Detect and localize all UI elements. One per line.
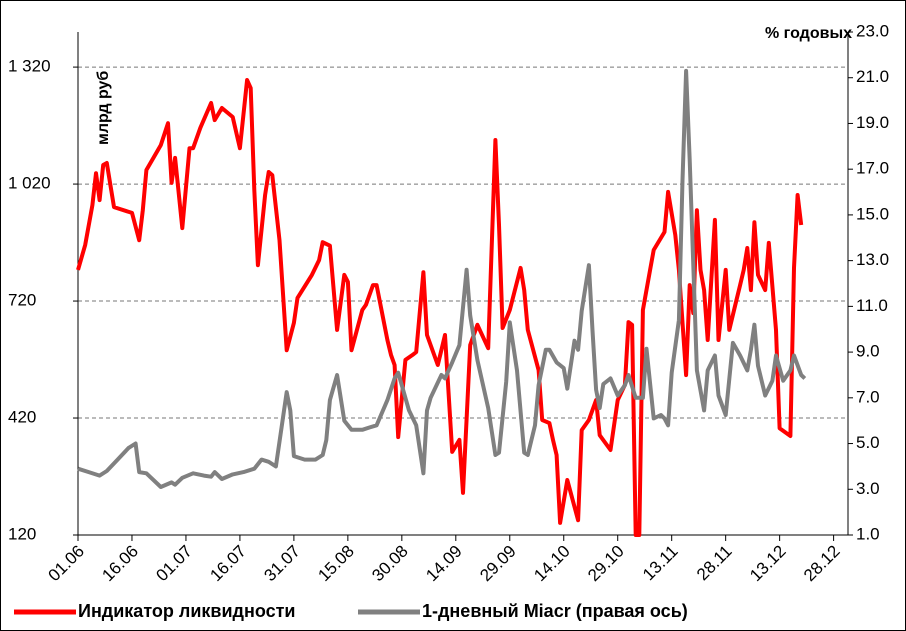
y2-tick-label: 7.0 [856,387,880,406]
y2-axis-label: % годовых [765,25,852,42]
y-tick-label: 120 [8,524,36,543]
y2-tick-label: 5.0 [856,433,880,452]
series-line [77,68,807,489]
y2-tick-label: 9.0 [856,342,880,361]
y2-tick-label: 13.0 [856,250,889,269]
y2-tick-label: 11.0 [856,296,888,315]
series-line [76,78,804,537]
legend-label: Индикатор ликвидности [78,601,295,621]
y2-tick-label: 19.0 [856,113,889,132]
legend-label: 1-дневный Miacr (правая ось) [422,601,688,621]
y-tick-label: 1 020 [8,174,51,193]
y2-tick-label: 21.0 [856,67,889,86]
y2-tick-label: 17.0 [856,159,889,178]
y-tick-label: 720 [8,291,36,310]
y2-tick-label: 3.0 [856,479,880,498]
y2-tick-label: 1.0 [856,524,880,543]
y2-tick-label: 23.0 [856,21,889,40]
y-tick-label: 1 320 [8,57,51,76]
y2-tick-label: 15.0 [856,204,889,223]
y-tick-label: 420 [8,408,36,427]
y-axis-label: млрд руб [95,71,112,145]
